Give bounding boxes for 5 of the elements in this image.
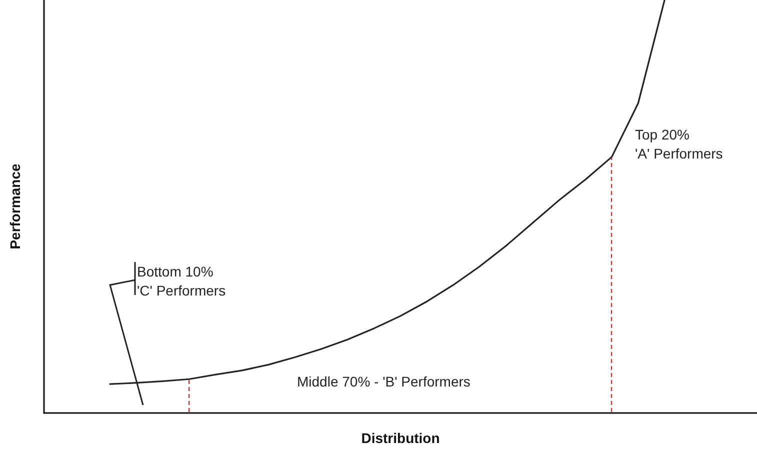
y-axis-title: Performance — [7, 163, 23, 250]
annotation: Middle 70% - 'B' Performers — [297, 374, 470, 390]
x-axis-title: Distribution — [361, 430, 440, 446]
annotation: Bottom 10% 'C' Performers — [137, 264, 226, 298]
annotation: Top 20% 'A' Performers — [635, 126, 723, 162]
